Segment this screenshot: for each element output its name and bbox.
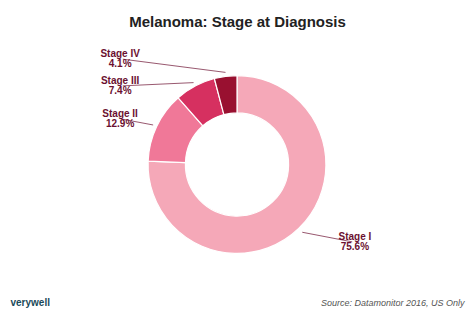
- svg-text:Melanoma: Stage at Diagnosis: Melanoma: Stage at Diagnosis: [129, 13, 346, 30]
- svg-text:Stage I75.6%: Stage I75.6%: [338, 231, 371, 252]
- svg-text:Source: Datamonitor 2016, US O: Source: Datamonitor 2016, US Only: [321, 298, 465, 308]
- svg-text:Stage II12.9%: Stage II12.9%: [102, 108, 138, 129]
- svg-text:Stage III7.4%: Stage III7.4%: [101, 75, 140, 96]
- svg-text:verywell: verywell: [11, 297, 51, 308]
- svg-text:Stage IV4.1%: Stage IV4.1%: [100, 48, 140, 69]
